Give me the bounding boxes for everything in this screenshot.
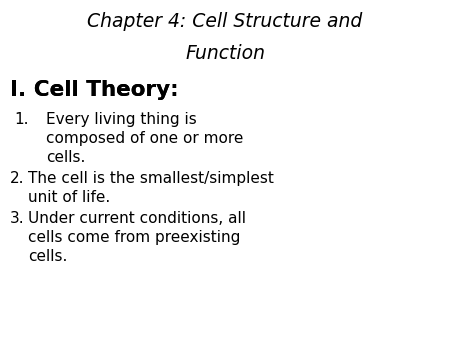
Text: I. Cell Theory: I. Cell Theory [10,80,170,100]
Text: cells.: cells. [28,249,68,264]
Text: 3.: 3. [10,211,25,226]
Text: I. Cell Theory:: I. Cell Theory: [10,80,179,100]
Text: The cell is the smallest/simplest: The cell is the smallest/simplest [28,171,274,186]
Text: Chapter 4: Cell Structure and: Chapter 4: Cell Structure and [87,12,363,31]
Text: 2.: 2. [10,171,24,186]
Text: Every living thing is: Every living thing is [46,112,197,127]
Text: Function: Function [185,44,265,63]
Text: composed of one or more: composed of one or more [46,131,243,146]
Text: 1.: 1. [14,112,28,127]
Text: I. Cell Theory:: I. Cell Theory: [10,80,179,100]
Text: cells come from preexisting: cells come from preexisting [28,230,240,245]
Text: cells.: cells. [46,150,86,165]
Text: unit of life.: unit of life. [28,190,110,205]
Text: Under current conditions, all: Under current conditions, all [28,211,246,226]
